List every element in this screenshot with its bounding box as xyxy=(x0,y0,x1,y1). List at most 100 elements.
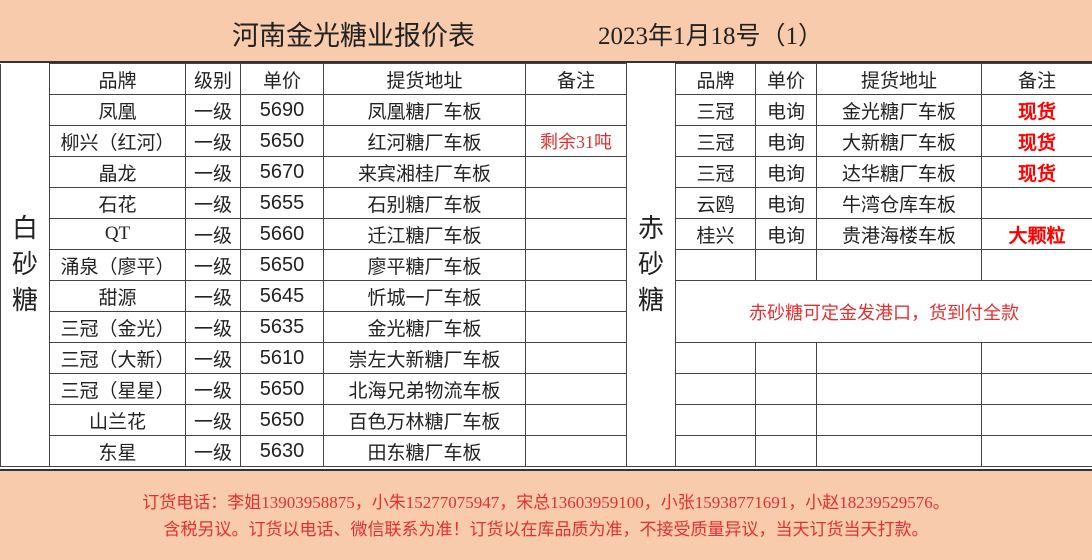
remark-cell: 现货 xyxy=(981,94,1092,126)
grade-cell: 一级 xyxy=(185,249,241,281)
column-header: 品牌 xyxy=(49,63,186,95)
pickup-address-cell: 石别糖厂车板 xyxy=(323,187,526,219)
remark-cell: 现货 xyxy=(981,125,1092,157)
pickup-address-cell: 崇左大新糖厂车板 xyxy=(323,342,526,374)
grade-cell: 一级 xyxy=(185,280,241,312)
grade-cell: 一级 xyxy=(185,373,241,405)
price-cell: 5670 xyxy=(240,156,324,188)
column-header: 品牌 xyxy=(675,63,756,95)
empty-cell xyxy=(675,249,756,281)
table-row: 三冠（金光） 一级 5635 金光糖厂车板 xyxy=(1,311,1092,343)
white-sugar-label-cell: 白砂糖 xyxy=(0,63,50,467)
brand-cell: QT xyxy=(49,218,186,250)
brand-cell: 东星 xyxy=(49,435,186,467)
empty-cell xyxy=(755,342,817,374)
brand-cell: 三冠（大新） xyxy=(49,342,186,374)
grade-cell: 一级 xyxy=(185,218,241,250)
brand-cell: 凤凰 xyxy=(49,94,186,126)
table-row: 晶龙 一级 5670 来宾湘桂厂车板 三冠 电询 达华糖厂车板 现货 xyxy=(1,156,1092,188)
brand-cell: 晶龙 xyxy=(49,156,186,188)
pickup-address-cell: 来宾湘桂厂车板 xyxy=(323,156,526,188)
remark-cell xyxy=(525,404,627,436)
table-row: 甜源 一级 5645 忻城一厂车板 赤砂糖可定金发港口，货到付全款 xyxy=(1,280,1092,343)
brand-cell: 云鸥 xyxy=(675,187,756,219)
price-cell: 5630 xyxy=(240,435,324,467)
empty-cell xyxy=(755,435,817,467)
column-header: 备注 xyxy=(981,63,1092,95)
pickup-address-cell: 迁江糖厂车板 xyxy=(323,218,526,250)
pickup-address-cell: 红河糖厂车板 xyxy=(323,125,526,157)
brand-cell: 三冠（星星） xyxy=(49,373,186,405)
grade-cell: 一级 xyxy=(185,435,241,467)
brown-sugar-label-cell: 赤砂糖 xyxy=(626,63,676,467)
price-cell: 5650 xyxy=(240,249,324,281)
price-cell: 电询 xyxy=(755,218,817,250)
pickup-address-cell: 金光糖厂车板 xyxy=(323,311,526,343)
table-row: 凤凰 一级 5690 凤凰糖厂车板 三冠 电询 金光糖厂车板 现货 xyxy=(1,94,1092,126)
remark-cell xyxy=(525,249,627,281)
price-cell: 5660 xyxy=(240,218,324,250)
price-cell: 电询 xyxy=(755,125,817,157)
remark-cell xyxy=(525,342,627,374)
remark-cell xyxy=(525,94,627,126)
table-row: 涌泉（廖平） 一级 5650 廖平糖厂车板 xyxy=(1,249,1092,281)
order-phones: 订货电话：李姐13903958875，小朱15277075947，宋总13603… xyxy=(142,493,950,512)
column-header: 提货地址 xyxy=(816,63,982,95)
empty-cell xyxy=(816,404,982,436)
pickup-address-cell: 廖平糖厂车板 xyxy=(323,249,526,281)
brand-cell: 涌泉（廖平） xyxy=(49,249,186,281)
column-header: 单价 xyxy=(240,63,324,95)
footer-notes: 订货电话：李姐13903958875，小朱15277075947，宋总13603… xyxy=(0,469,1092,560)
column-header: 级别 xyxy=(185,63,241,95)
brand-cell: 三冠（金光） xyxy=(49,311,186,343)
table-row: QT 一级 5660 迁江糖厂车板 桂兴 电询 贵港海楼车板 大颗粒 xyxy=(1,218,1092,250)
pickup-address-cell: 贵港海楼车板 xyxy=(816,218,982,250)
column-header: 备注 xyxy=(525,63,627,95)
table-row: 三冠（星星） 一级 5650 北海兄弟物流车板 xyxy=(1,373,1092,405)
pickup-address-cell: 田东糖厂车板 xyxy=(323,435,526,467)
brand-cell: 柳兴（红河） xyxy=(49,125,186,157)
brand-cell: 三冠 xyxy=(675,94,756,126)
grade-cell: 一级 xyxy=(185,404,241,436)
empty-cell xyxy=(755,373,817,405)
grade-cell: 一级 xyxy=(185,342,241,374)
price-cell: 5690 xyxy=(240,94,324,126)
brand-cell: 三冠 xyxy=(675,125,756,157)
price-cell: 5610 xyxy=(240,342,324,374)
brown-sugar-note: 赤砂糖可定金发港口，货到付全款 xyxy=(675,280,1092,343)
table-row: 柳兴（红河） 一级 5650 红河糖厂车板 剩余31吨 三冠 电询 大新糖厂车板 现货 xyxy=(1,125,1092,157)
brand-cell: 甜源 xyxy=(49,280,186,312)
pickup-address-cell: 金光糖厂车板 xyxy=(816,94,982,126)
table-row: 石花 一级 5655 石别糖厂车板 云鸥 电询 牛湾仓库车板 xyxy=(1,187,1092,219)
remark-cell xyxy=(525,311,627,343)
brown-sugar-label: 赤砂糖 xyxy=(637,213,664,315)
pickup-address-cell: 大新糖厂车板 xyxy=(816,125,982,157)
grade-cell: 一级 xyxy=(185,187,241,219)
empty-cell xyxy=(675,404,756,436)
pickup-address-cell: 忻城一厂车板 xyxy=(323,280,526,312)
empty-cell xyxy=(981,342,1092,374)
empty-cell xyxy=(755,249,817,281)
empty-cell xyxy=(675,373,756,405)
remark-cell xyxy=(525,156,627,188)
table-row: 东星 一级 5630 田东糖厂车板 xyxy=(1,435,1092,467)
price-cell: 5650 xyxy=(240,125,324,157)
price-cell: 5650 xyxy=(240,404,324,436)
remark-cell xyxy=(981,187,1092,219)
column-header: 单价 xyxy=(755,63,817,95)
page-title: 河南金光糖业报价表 xyxy=(232,21,475,51)
price-cell: 5645 xyxy=(240,280,324,312)
title-bar: 河南金光糖业报价表 2023年1月18号（1） xyxy=(0,0,1092,63)
brand-cell: 三冠 xyxy=(675,156,756,188)
empty-cell xyxy=(816,249,982,281)
column-header: 提货地址 xyxy=(323,63,526,95)
empty-cell xyxy=(675,342,756,374)
price-table: 白砂糖 品牌 级别 单价 提货地址 备注 赤砂糖 品牌 单价 提货地址 备注 凤凰 一级 5690 凤凰糖厂… xyxy=(0,63,1092,467)
remark-cell xyxy=(525,373,627,405)
remark-cell xyxy=(525,280,627,312)
pickup-address-cell: 凤凰糖厂车板 xyxy=(323,94,526,126)
grade-cell: 一级 xyxy=(185,125,241,157)
empty-cell xyxy=(981,373,1092,405)
empty-cell xyxy=(981,249,1092,281)
remark-cell xyxy=(525,187,627,219)
